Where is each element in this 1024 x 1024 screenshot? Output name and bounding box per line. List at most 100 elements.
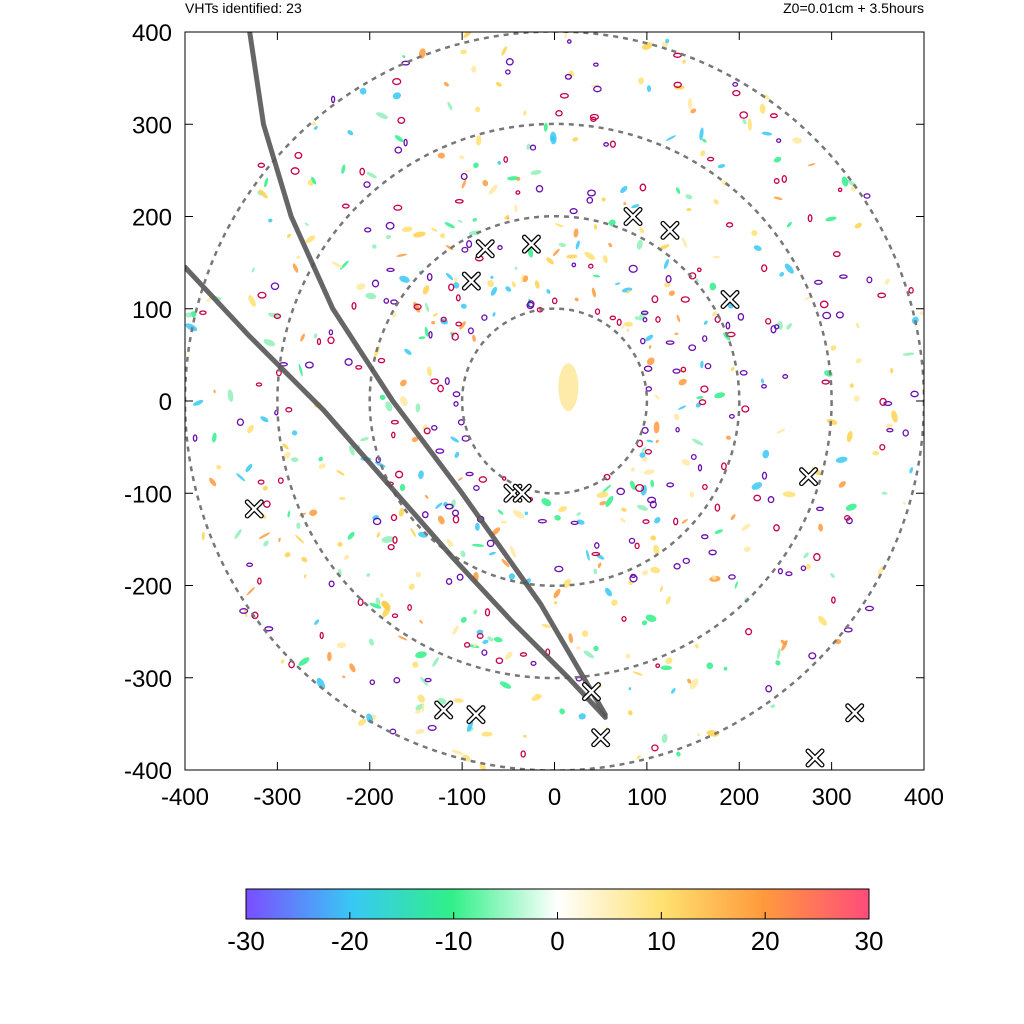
contour-loop [665, 275, 672, 284]
contour-loop [304, 361, 314, 369]
field-blob [682, 59, 686, 64]
field-blob [511, 281, 516, 288]
field-blob [453, 282, 460, 289]
field-blob [474, 522, 480, 531]
contour-loop [673, 517, 679, 526]
field-blob [372, 515, 379, 521]
contour-loop [647, 496, 657, 504]
field-blob [709, 282, 717, 291]
contour-loop [431, 424, 438, 431]
field-blob [665, 595, 671, 605]
contour-loop [385, 221, 395, 230]
x-tick-label: 100 [627, 784, 667, 811]
field-blob [568, 633, 573, 644]
field-blob [668, 290, 676, 296]
contour-loop [426, 273, 433, 281]
range-ring [276, 122, 833, 680]
contour-loop [359, 167, 366, 176]
field-blob [411, 436, 419, 443]
field-blob [457, 219, 463, 223]
contour-loop [273, 313, 282, 320]
field-blob [510, 545, 516, 558]
field-blob [639, 227, 645, 234]
contour-loop [277, 477, 284, 484]
field-blob [487, 636, 494, 642]
contour-loop [427, 724, 437, 731]
contour-loop [594, 308, 601, 315]
contour-loop [486, 539, 495, 548]
field-blob [514, 204, 518, 213]
field-blob [650, 535, 657, 541]
field-blob [841, 176, 849, 187]
contour-loop [635, 483, 645, 493]
field-blob [410, 528, 417, 537]
field-blob [702, 138, 707, 143]
field-blob [501, 46, 508, 56]
field-blob [234, 529, 242, 539]
field-blob [660, 665, 672, 671]
field-blob [818, 615, 827, 626]
contour-loop [537, 518, 547, 524]
field-blob [711, 575, 717, 580]
field-blob [493, 637, 503, 643]
field-blob [246, 587, 255, 596]
field-blob [450, 499, 456, 510]
field-blob [541, 498, 552, 507]
contour-loop [413, 303, 422, 310]
field-blob [185, 312, 192, 318]
contour-loop [392, 535, 398, 544]
contour-loop [594, 542, 600, 549]
contour-loop [357, 598, 364, 607]
field-blob [781, 640, 788, 651]
field-blob [630, 480, 636, 490]
field-blob [379, 394, 386, 401]
field-blob [337, 541, 343, 547]
contour-loop [813, 553, 821, 562]
field-blob [573, 228, 579, 238]
contour-loop [444, 503, 454, 510]
field-blob [825, 216, 837, 222]
contour-loop [609, 315, 617, 321]
field-blob [472, 217, 477, 222]
field-blob [263, 540, 269, 547]
field-blob [258, 532, 271, 539]
vht-marker [466, 705, 486, 725]
contour-loop [461, 246, 469, 253]
contour-loop [497, 245, 503, 251]
contour-loop [344, 358, 353, 366]
contour-loop [822, 311, 832, 320]
field-blob [482, 639, 489, 644]
contour-loop [725, 321, 731, 330]
contour-loop [478, 476, 488, 483]
contour-loop [672, 368, 681, 374]
field-blob [881, 491, 888, 495]
contour-loop [355, 364, 363, 370]
field-blob [559, 708, 565, 715]
colorbar-tick-label: 0 [550, 926, 564, 956]
contour-loop [831, 596, 836, 604]
field-blob [546, 257, 554, 265]
field-blob [396, 253, 407, 257]
contour-loop [700, 385, 709, 393]
vht-marker [521, 234, 541, 254]
field-blob [314, 126, 318, 130]
field-blob [311, 121, 317, 126]
field-blob [654, 394, 660, 400]
contour-loop [816, 506, 824, 512]
field-blob [553, 588, 561, 599]
contour-loop [564, 73, 573, 80]
field-blob [309, 509, 318, 517]
contour-loop [454, 198, 464, 204]
field-blob [643, 469, 655, 475]
field-blob [425, 302, 430, 313]
field-blob [310, 176, 317, 185]
field-blob [236, 473, 246, 482]
contour-loop [640, 337, 646, 345]
contour-loop [591, 551, 601, 557]
field-blob [692, 438, 704, 446]
field-blob [872, 450, 879, 456]
contour-loop [199, 310, 207, 316]
x-tick-label: -400 [161, 784, 209, 811]
contour-loop [808, 652, 817, 660]
x-tick-label: -200 [346, 784, 394, 811]
